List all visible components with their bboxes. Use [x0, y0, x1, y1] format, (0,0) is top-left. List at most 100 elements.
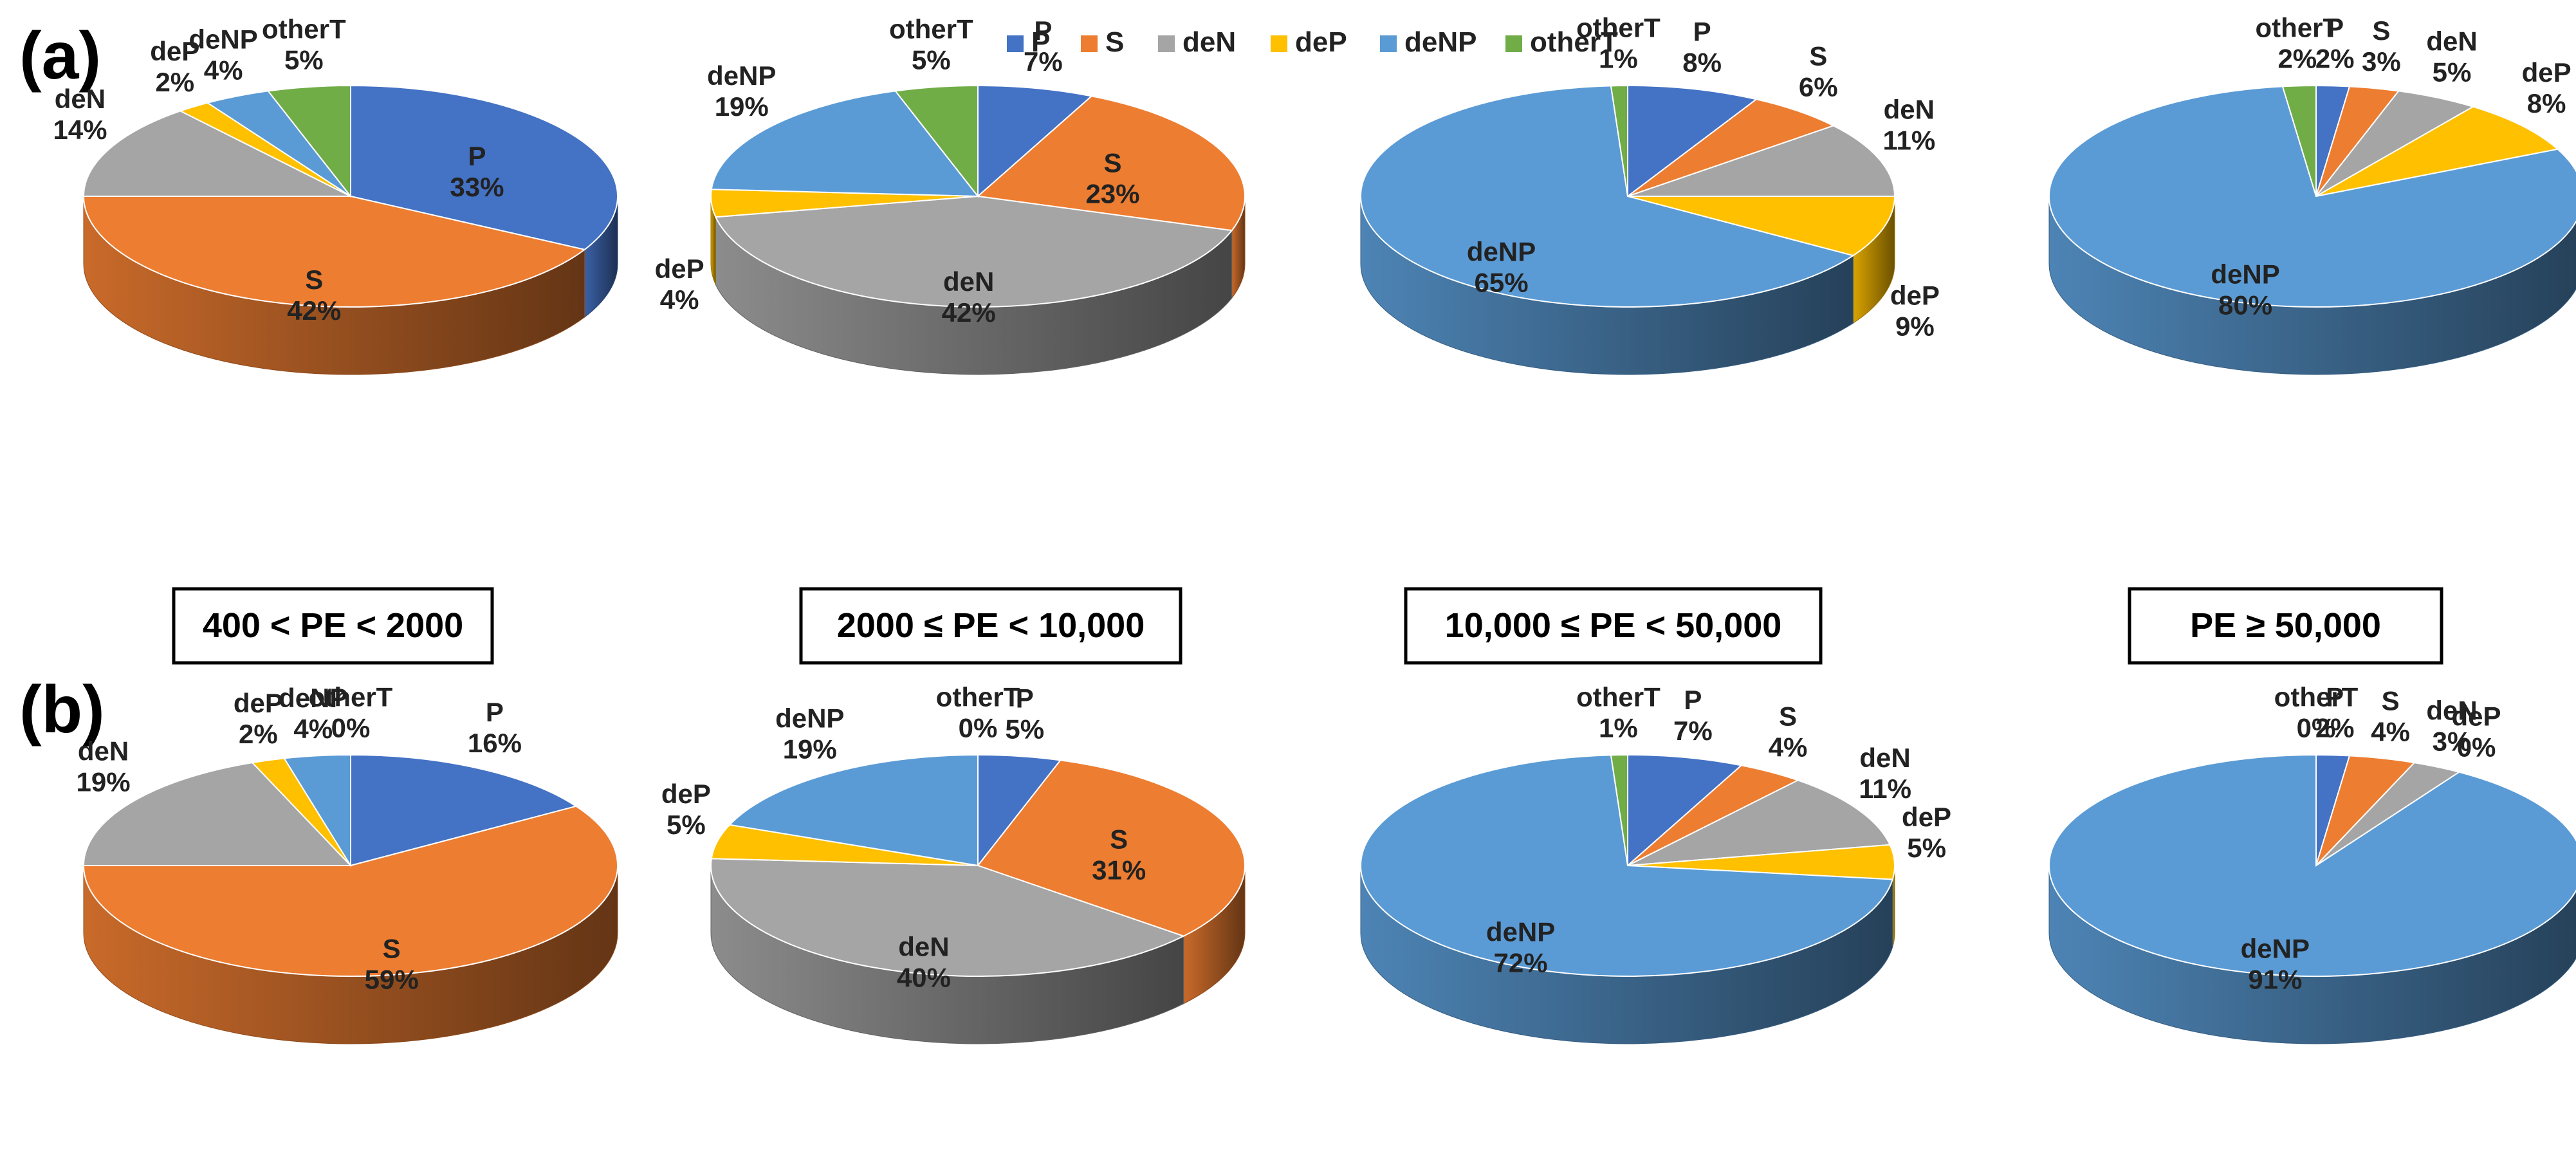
pie-slice-p	[350, 84, 618, 250]
slice-label-s: S4%	[2371, 685, 2410, 746]
legend-label: deN	[1182, 26, 1236, 58]
slice-category: deN	[1884, 95, 1935, 125]
pie-slice-othert	[1610, 754, 1628, 866]
pie-side	[710, 196, 1246, 375]
pie-slice-dep	[2315, 106, 2559, 197]
slice-label-p: P5%	[1005, 683, 1044, 745]
slice-category: otherT	[889, 14, 973, 44]
slice-category: deP	[150, 36, 199, 66]
slice-percent: 23%	[1085, 178, 1139, 209]
slice-label-p: P7%	[1024, 15, 1063, 77]
legend-entry-denp: deNP	[1380, 26, 1477, 58]
slice-percent: 3%	[2433, 726, 2472, 756]
slice-category: P	[1034, 15, 1052, 46]
range-label: 10,000 ≤ PE < 50,000	[1445, 606, 1782, 645]
legend-label: otherT	[1530, 26, 1618, 58]
range-frame	[799, 587, 1182, 665]
pie-slice-othert	[1610, 84, 1628, 197]
slice-category: otherT	[936, 681, 1020, 712]
slice-label-p: P16%	[468, 697, 522, 758]
slice-category: deN	[943, 266, 994, 297]
pie-slice-denp	[1360, 85, 1855, 308]
slice-percent: 80%	[2218, 290, 2272, 320]
pie-slice-p	[1627, 754, 1743, 867]
pie-slice-den	[1627, 125, 1896, 197]
slice-percent: 2%	[2315, 713, 2355, 743]
slice-percent: 33%	[450, 172, 504, 202]
pie-top	[82, 84, 618, 308]
pie-slice-p	[977, 84, 1093, 198]
slice-category: deNP	[707, 60, 776, 91]
slice-percent: 91%	[2248, 964, 2302, 994]
legend-entry-dep: deP	[1271, 26, 1347, 58]
slice-category: otherT	[2274, 681, 2359, 712]
pie-slice-dep	[1627, 196, 1896, 257]
slice-percent: 0%	[959, 712, 998, 743]
legend-entry-s: S	[1081, 26, 1124, 58]
legend-swatch	[1380, 35, 1397, 52]
pie-charts: P33%S42%deN14%deP2%deNP4%otherT5%P7%S23%…	[53, 12, 2576, 1044]
slice-percent: 5%	[1005, 714, 1044, 745]
legend-label: P	[1031, 26, 1050, 58]
slice-percent: 7%	[1673, 716, 1713, 746]
slice-label-s: S3%	[2362, 15, 2401, 77]
slice-percent: 5%	[2433, 57, 2472, 87]
slice-category: S	[1779, 701, 1797, 731]
pie-slice-denp	[710, 90, 980, 198]
legend-swatch	[1158, 35, 1175, 52]
slice-percent: 4%	[293, 714, 333, 744]
slice-label-p: P2%	[2315, 13, 2355, 74]
pie-top	[1360, 84, 1896, 308]
slice-category: deNP	[279, 683, 347, 713]
slice-label-s: S23%	[1085, 147, 1139, 209]
slice-label-p: P2%	[2315, 682, 2355, 743]
slice-percent: 19%	[77, 767, 131, 797]
pie-slice-s	[82, 805, 618, 977]
slice-category: deN	[2426, 695, 2477, 725]
pie-slice-othert	[894, 84, 979, 198]
slice-label-s: S31%	[1092, 824, 1146, 885]
slice-percent: 2%	[155, 67, 194, 97]
slice-category: S	[2372, 15, 2390, 46]
slice-category: S	[1110, 824, 1128, 855]
range-label: PE ≥ 50,000	[2190, 606, 2381, 645]
slice-category: deN	[1859, 743, 1910, 773]
pie-slice-denp	[283, 754, 351, 868]
legend-entry-othert: otherT	[1505, 26, 1618, 58]
slice-percent: 4%	[1769, 732, 1808, 762]
slice-percent: 42%	[942, 297, 996, 328]
slice-category: deNP	[775, 703, 844, 734]
slice-percent: 19%	[783, 734, 837, 765]
slice-category: S	[305, 264, 323, 295]
slice-label-p: P8%	[1682, 16, 1722, 77]
slice-category: deNP	[189, 24, 257, 55]
range-frame	[2128, 587, 2443, 665]
slice-percent: 0%	[2457, 732, 2496, 762]
slice-label-p: P7%	[1673, 685, 1713, 746]
